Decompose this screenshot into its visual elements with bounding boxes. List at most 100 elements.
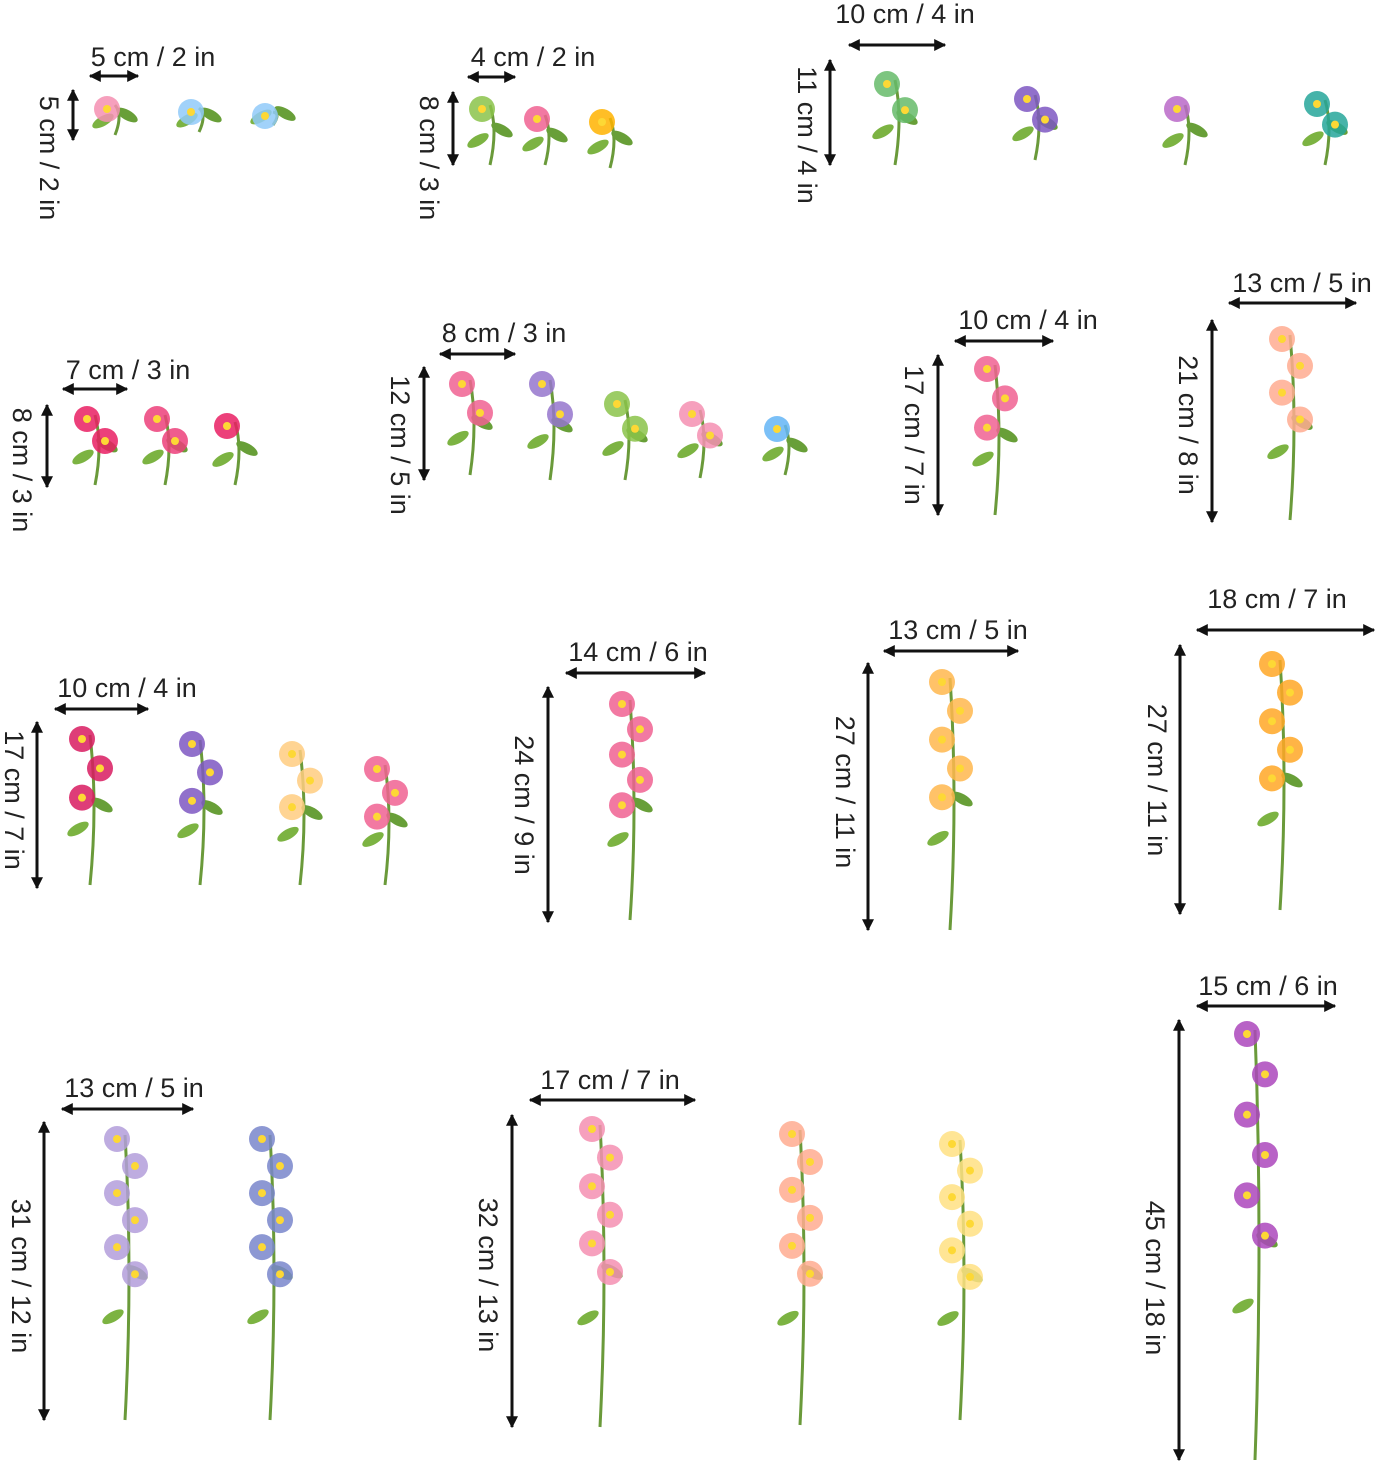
blossom-center [103,105,111,113]
leaf [447,430,469,446]
blossom-center [1268,774,1276,783]
blossom-center [598,118,606,126]
blossom-center [288,803,296,812]
flower-illustration [1012,86,1058,161]
leaf [522,136,544,152]
leaf [546,127,568,143]
blossom-center [948,1193,956,1202]
flower-illustration [1257,651,1303,911]
height-label: 21 cm / 8 in [1173,355,1203,495]
blossom-center [206,768,214,777]
leaf [236,441,258,456]
stem [198,739,206,886]
flower-illustration [1302,91,1348,166]
blossom-center [588,1239,596,1248]
blossom-center [276,1270,284,1279]
blossom-center [187,108,195,116]
flower-illustration [72,406,118,486]
blossom-center [373,812,381,821]
leaf [996,427,1018,443]
flower-illustration [92,96,138,136]
blossom-center [1261,1231,1269,1240]
leaf [212,452,234,467]
blossom-center [606,1210,614,1219]
blossom-center [538,380,546,388]
flower-illustration [972,356,1018,516]
leaf [872,124,894,140]
stem [298,749,306,886]
blossom-center [153,415,161,423]
width-label: 7 cm / 3 in [66,355,191,385]
height-label: 24 cm / 9 in [509,735,539,875]
blossom-center [1173,105,1181,113]
leaf [72,449,94,465]
blossom-center [131,1216,139,1225]
flower-illustration [607,691,653,921]
blossom-center [773,425,781,433]
flower-illustration [762,416,808,476]
height-label: 27 cm / 11 in [830,716,860,869]
blossom-center [636,775,644,784]
blossom-center [306,776,314,785]
blossom-center [1278,335,1286,343]
blossom-center [1313,100,1321,108]
blossom-center [261,112,269,120]
flower-illustration [577,1116,623,1428]
flower-illustration [602,391,648,481]
blossom-center [1286,688,1294,697]
width-label: 13 cm / 5 in [1232,268,1372,298]
blossom-center [966,1219,974,1228]
leaf [1232,1298,1254,1314]
height-label: 12 cm / 5 in [385,375,415,515]
blossom-center [613,400,621,408]
leaf [951,791,973,807]
blossom-center [806,1269,814,1278]
blossom-center [288,750,296,758]
stem [993,364,1001,516]
blossom-center [618,700,626,708]
blossom-center [391,788,399,797]
stem [548,379,556,481]
height-label: 27 cm / 11 in [1142,704,1172,857]
stem [88,734,96,886]
leaf [607,832,629,847]
blossom-center [956,706,964,715]
leaf [762,446,784,462]
leaf [67,821,89,837]
blossom-center [83,415,91,423]
blossom-center [131,1162,139,1171]
blossom-center [101,437,109,445]
leaf [1012,126,1034,142]
blossom-center [688,410,696,418]
blossom-center [1331,120,1339,129]
width-label: 10 cm / 4 in [57,673,197,703]
blossom-center [901,106,909,115]
width-label: 15 cm / 6 in [1198,971,1338,1001]
leaf [1302,131,1324,147]
leaf [200,107,222,123]
blossom-center [258,1189,266,1198]
leaf [1267,444,1289,460]
blossom-center [276,1216,284,1225]
flower-illustration [67,726,113,886]
blossom-center [606,1153,614,1162]
blossom-center [618,750,626,759]
width-label: 4 cm / 2 in [471,42,596,72]
blossom-center [966,1272,974,1281]
blossom-center [556,410,564,419]
leaf [116,107,138,123]
flower-illustration [527,371,573,481]
blossom-center [78,793,86,802]
blossom-center [948,1246,956,1255]
width-label: 10 cm / 4 in [835,0,975,29]
flower-illustration [1162,96,1208,166]
leaf [1281,772,1303,788]
height-label: 17 cm / 7 in [899,365,929,505]
leaf [677,443,699,459]
leaf [602,441,624,456]
blossom-center [883,80,891,88]
leaf [274,106,296,121]
flower-illustration [176,99,222,133]
blossom-center [806,1213,814,1222]
leaf [142,449,164,465]
